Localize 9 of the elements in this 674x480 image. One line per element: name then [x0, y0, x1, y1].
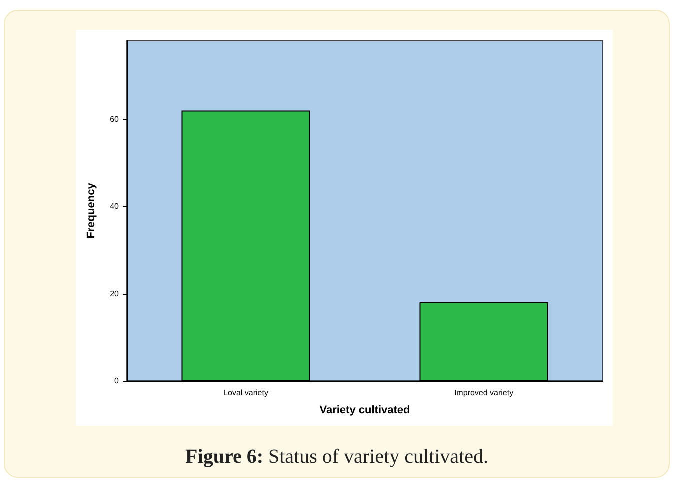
- y-axis-title: Frequency: [86, 182, 98, 239]
- y-tick-label: 60: [110, 114, 120, 124]
- y-tick-label: 0: [114, 376, 120, 386]
- y-tick-label: 40: [110, 202, 120, 212]
- text: Figure 6: Status of variety cultivated.: [184, 446, 490, 469]
- x-axis-title: Variety cultivated: [320, 404, 410, 416]
- y-tick-label: 20: [110, 289, 120, 298]
- x-tick-label: Loval variety: [224, 388, 268, 398]
- x-tick-label: Improved variety: [454, 388, 514, 398]
